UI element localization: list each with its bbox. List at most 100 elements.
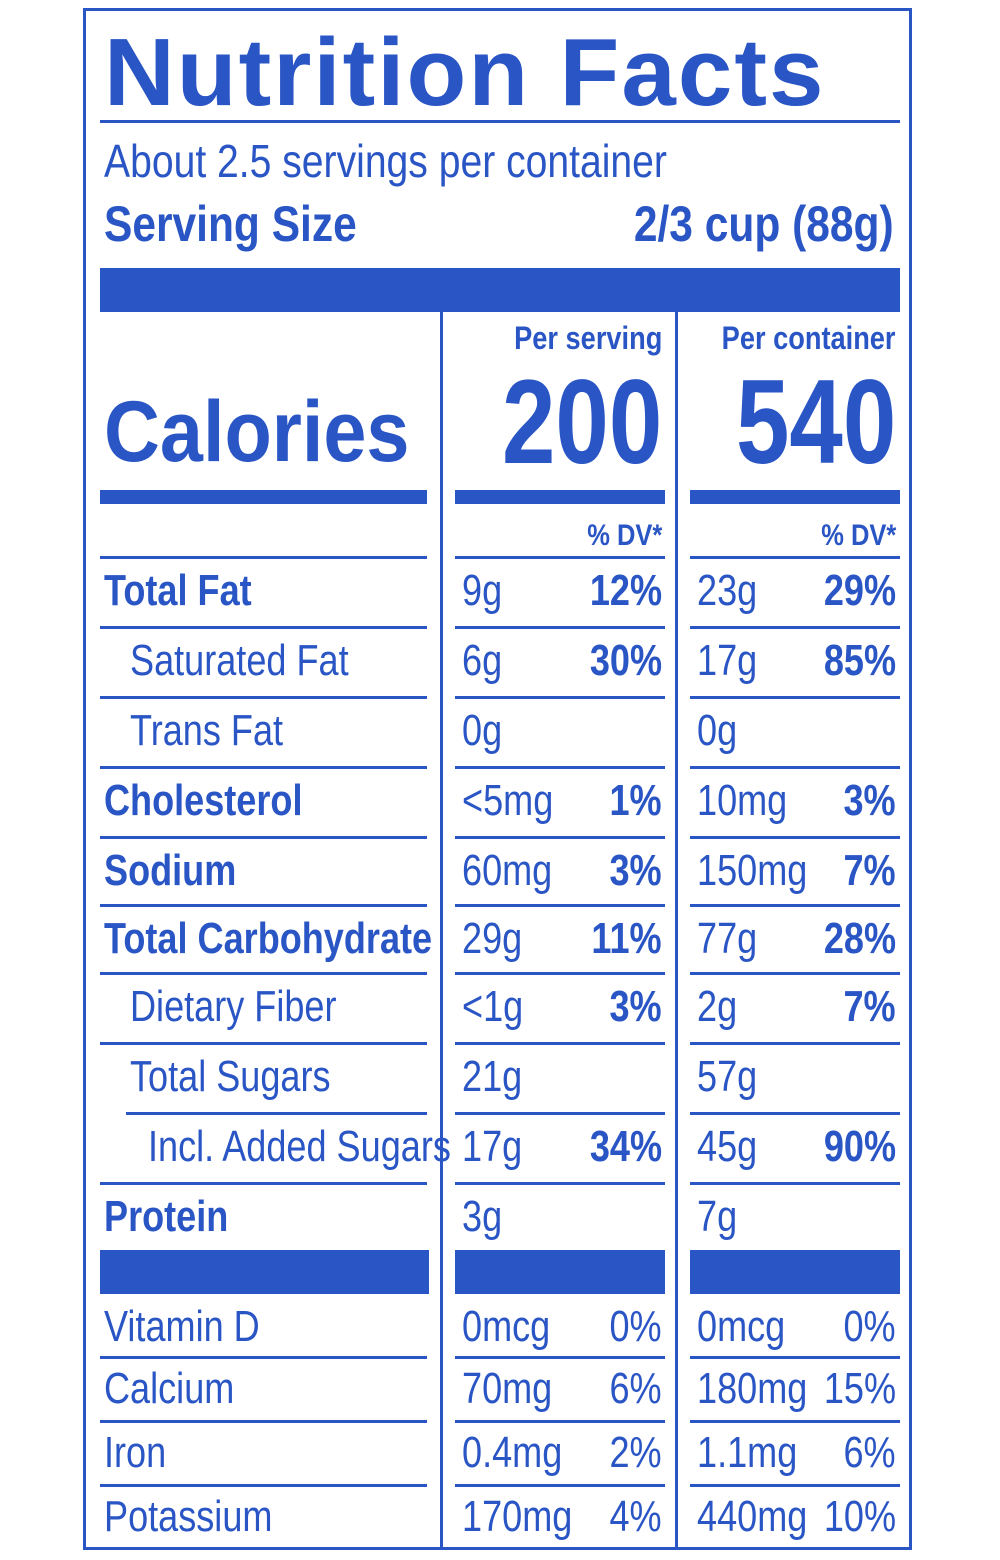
row-rule [455, 696, 665, 699]
calories-per-container: 540 [735, 355, 896, 489]
nutrient-amount-container: 10mg [697, 776, 788, 825]
row-rule [100, 696, 427, 699]
nutrient-dv-serving: 1% [609, 776, 662, 825]
nutrient-dv-serving: 12% [589, 566, 662, 615]
row-rule [100, 1356, 427, 1359]
row-rule [690, 1112, 900, 1115]
row-rule [690, 904, 900, 907]
thick-bar-vitamins-container [690, 1250, 900, 1294]
row-rule [455, 1182, 665, 1185]
dv-header-serving: % DV* [586, 519, 662, 552]
nutrient-dv-container: 7% [843, 982, 896, 1031]
row-rule [455, 1420, 665, 1423]
row-rule [455, 836, 665, 839]
nutrient-dv-container: 85% [823, 636, 896, 685]
row-rule [690, 626, 900, 629]
vitamin-name: Iron [104, 1428, 167, 1477]
nutrient-name: Total Carbohydrate [104, 914, 433, 963]
row-rule [126, 1112, 427, 1115]
vitamin-dv-serving: 0% [609, 1302, 662, 1351]
nutrient-amount-serving: 17g [462, 1122, 523, 1171]
row-rule [455, 1356, 665, 1359]
row-rule [690, 1042, 900, 1045]
row-rule [100, 1182, 427, 1185]
nutrition-facts-panel [83, 8, 912, 1550]
vitamin-dv-serving: 6% [609, 1364, 662, 1413]
per-serving-header: Per serving [513, 320, 662, 356]
row-rule [455, 1112, 665, 1115]
nutrient-name: Protein [104, 1192, 229, 1241]
row-rule [100, 626, 427, 629]
thick-bar-top [100, 268, 900, 312]
row-rule [455, 626, 665, 629]
column-divider-2 [675, 312, 678, 1548]
nutrient-name: Incl. Added Sugars [148, 1122, 451, 1171]
nutrient-dv-serving: 30% [589, 636, 662, 685]
nutrient-amount-serving: 9g [462, 566, 503, 615]
row-rule [100, 1420, 427, 1423]
calories-label: Calories [104, 384, 410, 480]
nutrient-amount-container: 2g [697, 982, 738, 1031]
nutrient-name: Saturated Fat [130, 636, 349, 685]
vitamin-amount-container: 440mg [697, 1492, 808, 1541]
row-rule [455, 904, 665, 907]
nutrient-dv-serving: 11% [591, 914, 662, 963]
vitamin-amount-container: 180mg [697, 1364, 808, 1413]
nutrient-dv-container: 28% [823, 914, 896, 963]
vitamin-name: Calcium [104, 1364, 235, 1413]
nutrient-name: Trans Fat [130, 706, 284, 755]
calories-bar-container [690, 490, 900, 504]
nutrient-amount-container: 0g [697, 706, 738, 755]
thick-bar-vitamins-serving [455, 1250, 665, 1294]
row-rule [690, 1420, 900, 1423]
vitamin-dv-container: 0% [843, 1302, 896, 1351]
calories-per-serving: 200 [501, 355, 662, 489]
row-rule [100, 766, 427, 769]
column-divider-1 [440, 312, 443, 1548]
nutrient-amount-container: 150mg [697, 846, 808, 895]
row-rule [455, 1042, 665, 1045]
vitamin-amount-serving: 0.4mg [462, 1428, 563, 1477]
nutrient-amount-container: 17g [697, 636, 758, 685]
row-rule [690, 1356, 900, 1359]
row-rule [690, 766, 900, 769]
row-rule [455, 1484, 665, 1487]
nutrient-amount-serving: 6g [462, 636, 503, 685]
vitamin-amount-serving: 70mg [462, 1364, 553, 1413]
nutrient-dv-container: 7% [843, 846, 896, 895]
vitamin-amount-container: 1.1mg [697, 1428, 798, 1477]
row-rule [100, 1484, 427, 1487]
panel-title: Nutrition Facts [104, 19, 826, 126]
nutrient-dv-serving: 3% [609, 982, 662, 1031]
nutrient-name: Sodium [104, 846, 237, 895]
row-rule [690, 836, 900, 839]
nutrient-amount-container: 7g [697, 1192, 738, 1241]
dv-header-container: % DV* [820, 519, 896, 552]
nutrient-amount-serving: 3g [462, 1192, 503, 1241]
vitamin-name: Potassium [104, 1492, 273, 1541]
nutrient-amount-serving: 21g [462, 1052, 523, 1101]
vitamin-dv-container: 6% [843, 1428, 896, 1477]
nutrient-amount-container: 77g [697, 914, 758, 963]
vitamin-amount-container: 0mcg [697, 1302, 786, 1351]
nutrient-amount-serving: <1g [462, 982, 524, 1031]
nutrient-amount-serving: 0g [462, 706, 503, 755]
nutrient-name: Total Fat [104, 566, 252, 615]
vitamin-amount-serving: 170mg [462, 1492, 573, 1541]
row-rule [100, 836, 427, 839]
row-rule [100, 904, 427, 907]
vitamin-dv-container: 10% [823, 1492, 896, 1541]
row-rule [690, 696, 900, 699]
vitamin-dv-serving: 2% [609, 1428, 662, 1477]
thick-bar-vitamins-label [100, 1250, 429, 1294]
vitamin-dv-serving: 4% [609, 1492, 662, 1541]
nutrient-amount-serving: <5mg [462, 776, 554, 825]
nutrient-dv-serving: 3% [609, 846, 662, 895]
nutrient-name: Cholesterol [104, 776, 303, 825]
servings-per-container: About 2.5 servings per container [104, 135, 667, 187]
nutrient-amount-serving: 60mg [462, 846, 553, 895]
row-rule [690, 972, 900, 975]
row-rule [690, 1484, 900, 1487]
nutrient-amount-serving: 29g [462, 914, 523, 963]
nutrient-amount-container: 23g [697, 566, 758, 615]
